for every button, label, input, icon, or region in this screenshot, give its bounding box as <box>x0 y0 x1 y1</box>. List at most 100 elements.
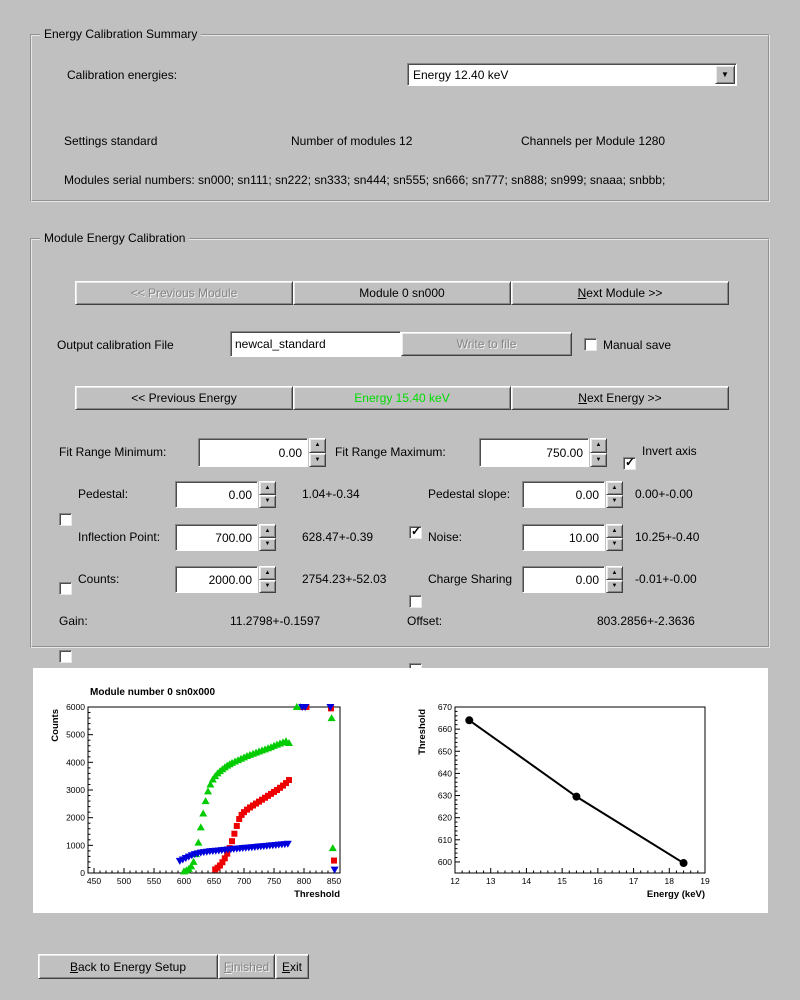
charge-sharing-spin-down-button[interactable]: ▼ <box>606 579 623 593</box>
next-module-button[interactable]: Next Module >> <box>511 281 729 305</box>
svg-text:Energy (keV): Energy (keV) <box>647 889 705 900</box>
noise-checkbox[interactable] <box>409 595 422 608</box>
current-energy-label: Energy 15.40 keV <box>354 391 450 405</box>
svg-text:12: 12 <box>450 876 460 886</box>
fit-min-spinbox[interactable]: 0.00 ▲ ▼ <box>198 438 326 467</box>
noise-spin-up-button[interactable]: ▲ <box>606 524 623 538</box>
fit-max-value: 750.00 <box>546 445 583 460</box>
inflection-spin-down-button[interactable]: ▼ <box>259 537 276 551</box>
manual-save-checkbox[interactable] <box>584 338 597 351</box>
output-file-input[interactable]: newcal_standard <box>230 331 401 357</box>
svg-text:600: 600 <box>177 876 191 886</box>
combo-dropdown-button[interactable]: ▼ <box>715 65 735 84</box>
svg-text:660: 660 <box>438 724 452 734</box>
calibration-energies-label: Calibration energies: <box>67 68 178 82</box>
pedestal-spin-up-button[interactable]: ▲ <box>259 481 276 495</box>
fit-min-spinbox-field[interactable]: 0.00 <box>198 438 308 467</box>
inflection-point-spinbox-field[interactable]: 700.00 <box>175 524 258 551</box>
counts-spin-down-button[interactable]: ▼ <box>259 579 276 593</box>
fit-max-spin-up-button[interactable]: ▲ <box>590 438 607 453</box>
pedestal-slope-checkbox[interactable] <box>409 524 422 539</box>
svg-text:17: 17 <box>629 876 639 886</box>
charge-sharing-spinbox-field[interactable]: 0.00 <box>522 566 605 593</box>
spin-up-icon: ▲ <box>611 569 618 576</box>
fit-min-value: 0.00 <box>278 445 302 460</box>
spin-up-icon: ▲ <box>611 527 618 534</box>
spin-up-icon: ▲ <box>264 484 271 491</box>
pedestal-slope-label: Pedestal slope: <box>428 487 511 501</box>
calibration-energy-select[interactable]: Energy 12.40 keV ▼ <box>407 63 737 86</box>
pedestal-slope-spin-down-button[interactable]: ▼ <box>606 494 623 508</box>
fit-min-spin-up-button[interactable]: ▲ <box>309 438 326 453</box>
pedestal-slope-spin-up-button[interactable]: ▲ <box>606 481 623 495</box>
svg-text:14: 14 <box>522 876 532 886</box>
svg-text:Module number 0 sn0x000: Module number 0 sn0x000 <box>90 687 215 698</box>
back-to-energy-setup-button-label: Back to Energy Setup <box>69 959 187 974</box>
noise-spinbox[interactable]: 10.00 ▲ ▼ <box>522 524 623 551</box>
svg-text:850: 850 <box>327 876 341 886</box>
svg-text:620: 620 <box>438 813 452 823</box>
svg-text:18: 18 <box>665 876 675 886</box>
fit-max-spinbox-field[interactable]: 750.00 <box>479 438 589 467</box>
charge-sharing-value: 0.00 <box>575 572 599 587</box>
svg-text:5000: 5000 <box>66 730 85 740</box>
number-of-modules-text: Number of modules 12 <box>291 134 413 148</box>
write-to-file-button[interactable]: Write to file <box>401 332 572 356</box>
pedestal-value: 0.00 <box>228 487 252 502</box>
spin-up-icon: ▲ <box>611 484 618 491</box>
svg-text:6000: 6000 <box>66 702 85 712</box>
previous-module-button-label: << Previous Module <box>130 286 238 300</box>
charge-sharing-spin-up-button[interactable]: ▲ <box>606 566 623 580</box>
fit-max-spinbox[interactable]: 750.00 ▲ ▼ <box>479 438 607 467</box>
exit-button[interactable]: Exit <box>275 954 309 979</box>
svg-text:15: 15 <box>557 876 567 886</box>
svg-text:13: 13 <box>486 876 496 886</box>
inflection-spin-up-button[interactable]: ▲ <box>259 524 276 538</box>
current-energy-label-box: Energy 15.40 keV <box>293 386 511 410</box>
counts-spinbox-field[interactable]: 2000.00 <box>175 566 258 593</box>
fit-min-spin-down-button[interactable]: ▼ <box>309 452 326 467</box>
noise-spinbox-field[interactable]: 10.00 <box>522 524 605 551</box>
pedestal-slope-spinbox[interactable]: 0.00 ▲ ▼ <box>522 481 623 508</box>
fit-max-spin-down-button[interactable]: ▼ <box>590 452 607 467</box>
svg-text:700: 700 <box>237 876 251 886</box>
inflection-point-spinbox[interactable]: 700.00 ▲ ▼ <box>175 524 276 551</box>
pedestal-spinbox-field[interactable]: 0.00 <box>175 481 258 508</box>
exit-button-label: Exit <box>281 959 302 974</box>
previous-energy-button-label: << Previous Energy <box>131 391 237 405</box>
current-module-label-box: Module 0 sn000 <box>293 281 511 305</box>
counts-spin-up-button[interactable]: ▲ <box>259 566 276 580</box>
pedestal-spin-down-button[interactable]: ▼ <box>259 494 276 508</box>
group-title-module: Module Energy Calibration <box>40 231 190 245</box>
spin-up-icon: ▲ <box>595 442 602 449</box>
write-to-file-button-label: Write to file <box>456 337 517 351</box>
noise-value: 10.00 <box>568 530 599 545</box>
back-to-energy-setup-button[interactable]: Back to Energy Setup <box>38 954 218 979</box>
counts-checkbox[interactable] <box>59 650 72 663</box>
spin-up-icon: ▲ <box>264 569 271 576</box>
fit-range-maximum-label: Fit Range Maximum: <box>335 445 446 459</box>
previous-energy-button[interactable]: << Previous Energy <box>75 386 293 410</box>
spin-down-icon: ▼ <box>611 498 618 505</box>
inflection-point-checkbox[interactable] <box>59 582 72 595</box>
noise-label: Noise: <box>428 530 463 544</box>
pedestal-slope-spinbox-field[interactable]: 0.00 <box>522 481 605 508</box>
chevron-down-icon: ▼ <box>721 70 729 79</box>
pedestal-spinbox[interactable]: 0.00 ▲ ▼ <box>175 481 276 508</box>
svg-text:1000: 1000 <box>66 840 85 850</box>
pedestal-checkbox[interactable] <box>59 513 72 526</box>
invert-axis-checkbox[interactable] <box>623 455 636 470</box>
finished-button[interactable]: Finished <box>218 954 275 979</box>
output-file-label: Output calibration File <box>57 338 174 352</box>
svg-text:650: 650 <box>207 876 221 886</box>
svg-text:550: 550 <box>147 876 161 886</box>
offset-value: 803.2856+-2.3636 <box>597 614 695 628</box>
gain-label: Gain: <box>59 614 88 628</box>
fit-range-minimum-label: Fit Range Minimum: <box>59 445 167 459</box>
charge-sharing-spinbox[interactable]: 0.00 ▲ ▼ <box>522 566 623 593</box>
noise-spin-down-button[interactable]: ▼ <box>606 537 623 551</box>
spin-down-icon: ▼ <box>611 583 618 590</box>
previous-module-button[interactable]: << Previous Module <box>75 281 293 305</box>
counts-spinbox[interactable]: 2000.00 ▲ ▼ <box>175 566 276 593</box>
next-energy-button[interactable]: Next Energy >> <box>511 386 729 410</box>
